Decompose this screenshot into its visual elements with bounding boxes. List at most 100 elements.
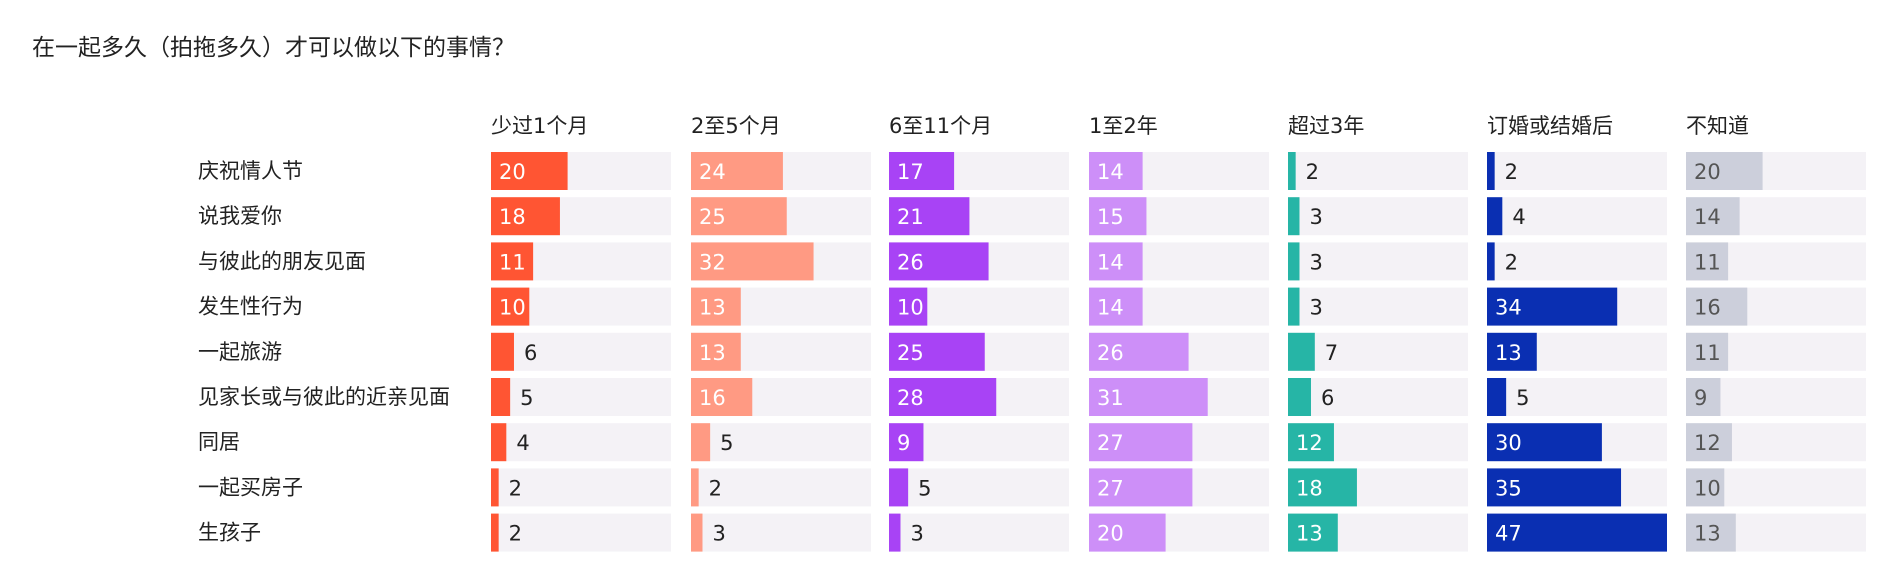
bar	[889, 513, 901, 552]
series-header: 2至5个月	[691, 114, 781, 138]
data-label: 12	[1296, 431, 1323, 455]
data-label: 16	[1694, 296, 1721, 320]
data-label: 10	[897, 296, 924, 320]
data-label: 20	[499, 160, 526, 184]
data-label: 25	[699, 205, 726, 229]
bar	[889, 332, 985, 371]
data-label: 27	[1097, 431, 1124, 455]
data-label: 5	[520, 386, 533, 410]
category-label: 生孩子	[198, 521, 261, 545]
bar	[1089, 513, 1166, 552]
data-label: 13	[1296, 522, 1323, 546]
bar	[1089, 152, 1143, 190]
bar-track	[691, 468, 871, 507]
bar	[491, 152, 568, 190]
bar	[889, 242, 989, 281]
bar	[491, 423, 507, 462]
data-label: 10	[499, 296, 526, 320]
bar-track	[889, 513, 1069, 552]
series-header: 订婚或结婚后	[1487, 114, 1613, 138]
category-label: 见家长或与彼此的近亲见面	[198, 385, 450, 409]
bar	[1686, 197, 1740, 236]
data-label: 2	[1306, 160, 1319, 184]
category-label: 同居	[198, 430, 240, 454]
series-header: 1至2年	[1089, 114, 1158, 138]
data-label: 26	[897, 250, 924, 274]
bar	[491, 378, 511, 416]
bar	[1288, 378, 1311, 416]
bar	[1487, 332, 1537, 371]
bar	[491, 332, 514, 371]
bar	[1089, 332, 1189, 371]
bar-track	[1288, 242, 1468, 281]
data-label: 2	[509, 476, 522, 500]
bar-track	[691, 513, 871, 552]
chart-title: 在一起多久（拍拖多久）才可以做以下的事情？	[32, 35, 515, 61]
bar	[1487, 152, 1495, 190]
data-label: 5	[720, 431, 733, 455]
data-label: 3	[712, 522, 725, 546]
data-label: 21	[897, 205, 924, 229]
data-label: 13	[1694, 522, 1721, 546]
bar	[889, 378, 997, 416]
data-label: 6	[1321, 386, 1334, 410]
data-label: 2	[509, 522, 522, 546]
bar	[1686, 287, 1748, 326]
data-label: 3	[1309, 250, 1322, 274]
category-label: 说我爱你	[198, 204, 282, 228]
bar-track	[1288, 332, 1468, 371]
bar	[691, 468, 699, 507]
bar	[491, 468, 499, 507]
data-label: 24	[699, 160, 726, 184]
bar	[491, 287, 530, 326]
category-label: 与彼此的朋友见面	[198, 249, 366, 273]
data-label: 20	[1097, 522, 1124, 546]
data-label: 32	[699, 250, 726, 274]
data-label: 20	[1694, 160, 1721, 184]
data-label: 31	[1097, 386, 1124, 410]
bar	[1089, 423, 1193, 462]
data-label: 14	[1097, 250, 1124, 274]
bar	[691, 423, 711, 462]
bar	[1487, 378, 1507, 416]
bar-track	[691, 423, 871, 462]
data-label: 14	[1097, 296, 1124, 320]
bar	[1686, 468, 1725, 507]
data-label: 2	[1505, 160, 1518, 184]
bar	[1089, 242, 1143, 281]
bar	[1686, 242, 1729, 281]
data-label: 3	[1309, 205, 1322, 229]
data-label: 18	[1296, 476, 1323, 500]
data-label: 25	[897, 341, 924, 365]
bar-track	[491, 332, 671, 371]
bar-track	[491, 423, 671, 462]
data-label: 34	[1495, 296, 1522, 320]
bar	[1686, 423, 1732, 462]
bar	[691, 287, 741, 326]
bar	[1288, 197, 1300, 236]
bar	[491, 513, 499, 552]
bar	[1686, 332, 1729, 371]
category-label: 发生性行为	[198, 295, 303, 319]
bar	[889, 197, 970, 236]
bar-track	[1487, 152, 1667, 190]
data-label: 9	[1694, 386, 1707, 410]
category-label: 一起旅游	[198, 340, 282, 364]
data-label: 27	[1097, 476, 1124, 500]
category-label: 庆祝情人节	[198, 159, 303, 183]
bar	[1686, 378, 1721, 416]
bar-track	[491, 378, 671, 416]
data-label: 13	[1495, 341, 1522, 365]
bar	[691, 332, 741, 371]
data-label: 2	[1505, 250, 1518, 274]
bar-track	[1288, 197, 1468, 236]
bar	[1487, 423, 1602, 462]
bar	[491, 242, 534, 281]
data-label: 47	[1495, 522, 1522, 546]
bar	[889, 152, 955, 190]
bar	[1288, 242, 1300, 281]
bar	[691, 513, 703, 552]
data-label: 4	[516, 431, 529, 455]
bar-track	[1487, 378, 1667, 416]
